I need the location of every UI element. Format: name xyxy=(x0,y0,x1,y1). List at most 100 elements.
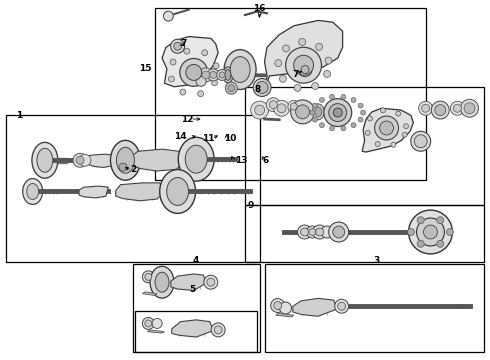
Circle shape xyxy=(446,229,453,235)
Circle shape xyxy=(271,298,285,312)
Circle shape xyxy=(464,103,475,114)
Text: 11: 11 xyxy=(202,134,215,143)
Circle shape xyxy=(396,111,401,116)
Circle shape xyxy=(275,60,282,67)
Circle shape xyxy=(198,91,204,96)
Circle shape xyxy=(358,103,363,108)
Circle shape xyxy=(228,85,235,92)
Text: 8: 8 xyxy=(255,85,261,94)
Circle shape xyxy=(437,240,444,247)
Ellipse shape xyxy=(230,57,250,82)
Circle shape xyxy=(408,229,415,235)
Circle shape xyxy=(330,126,335,131)
Ellipse shape xyxy=(26,184,39,199)
Text: 6: 6 xyxy=(262,156,269,165)
Circle shape xyxy=(329,222,349,242)
Circle shape xyxy=(73,153,87,167)
Circle shape xyxy=(171,39,185,53)
Circle shape xyxy=(279,302,292,314)
Ellipse shape xyxy=(32,142,58,178)
Circle shape xyxy=(361,110,366,115)
Circle shape xyxy=(319,98,324,103)
Circle shape xyxy=(341,126,346,131)
Circle shape xyxy=(325,57,332,64)
Ellipse shape xyxy=(150,266,174,298)
Polygon shape xyxy=(133,149,186,171)
Circle shape xyxy=(211,323,225,337)
Circle shape xyxy=(255,105,265,115)
Circle shape xyxy=(79,154,91,166)
Circle shape xyxy=(279,75,287,82)
Circle shape xyxy=(253,78,271,96)
Circle shape xyxy=(301,66,309,73)
Circle shape xyxy=(335,299,348,313)
Circle shape xyxy=(186,64,202,80)
Circle shape xyxy=(418,101,433,115)
Bar xyxy=(135,311,257,352)
Ellipse shape xyxy=(155,272,169,292)
Text: 3: 3 xyxy=(374,256,380,265)
Polygon shape xyxy=(171,274,206,291)
Circle shape xyxy=(431,101,449,119)
Circle shape xyxy=(461,99,479,117)
Circle shape xyxy=(310,110,315,115)
Circle shape xyxy=(180,89,186,95)
Circle shape xyxy=(169,76,174,82)
Circle shape xyxy=(330,94,335,99)
Circle shape xyxy=(421,104,430,112)
Text: 4: 4 xyxy=(193,256,199,265)
Circle shape xyxy=(450,101,465,115)
Ellipse shape xyxy=(224,50,256,90)
Polygon shape xyxy=(79,186,108,198)
Ellipse shape xyxy=(225,69,231,80)
Circle shape xyxy=(309,229,316,235)
Text: 1: 1 xyxy=(16,112,22,121)
Circle shape xyxy=(274,302,282,310)
Circle shape xyxy=(286,47,321,83)
Polygon shape xyxy=(172,320,213,337)
Circle shape xyxy=(312,82,318,89)
Circle shape xyxy=(213,63,219,69)
Circle shape xyxy=(417,217,424,224)
Circle shape xyxy=(435,105,446,116)
Circle shape xyxy=(306,226,318,238)
Circle shape xyxy=(374,116,398,140)
Bar xyxy=(6,116,260,262)
Circle shape xyxy=(212,80,218,86)
Circle shape xyxy=(324,99,352,126)
Circle shape xyxy=(273,100,290,116)
Circle shape xyxy=(207,69,219,81)
Circle shape xyxy=(163,11,173,21)
Circle shape xyxy=(217,69,227,80)
Bar xyxy=(245,87,484,205)
Polygon shape xyxy=(116,183,166,201)
Circle shape xyxy=(119,163,127,171)
Text: 15: 15 xyxy=(139,64,151,73)
Circle shape xyxy=(267,98,280,112)
Circle shape xyxy=(291,100,315,124)
Circle shape xyxy=(277,104,286,113)
Ellipse shape xyxy=(167,177,189,206)
Circle shape xyxy=(196,76,206,86)
Circle shape xyxy=(288,100,300,112)
Circle shape xyxy=(207,278,215,286)
Ellipse shape xyxy=(160,170,196,213)
Text: 16: 16 xyxy=(253,4,266,13)
Bar xyxy=(133,264,260,352)
Circle shape xyxy=(358,117,363,122)
Circle shape xyxy=(338,302,345,310)
Circle shape xyxy=(391,142,396,147)
Circle shape xyxy=(351,98,356,103)
Circle shape xyxy=(202,71,210,79)
Circle shape xyxy=(341,94,346,99)
Circle shape xyxy=(145,273,152,280)
Circle shape xyxy=(333,226,344,238)
Circle shape xyxy=(210,71,217,78)
Circle shape xyxy=(294,84,301,91)
Polygon shape xyxy=(276,314,294,317)
Polygon shape xyxy=(265,21,343,90)
Circle shape xyxy=(270,101,277,109)
Text: 5: 5 xyxy=(189,285,195,294)
Circle shape xyxy=(76,156,84,164)
Circle shape xyxy=(299,39,306,45)
